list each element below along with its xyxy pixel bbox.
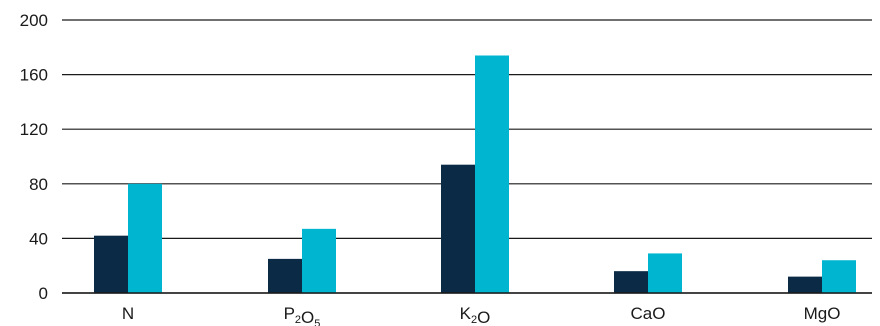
bar-series2-n [128, 183, 162, 293]
y-tick-label-120: 120 [20, 120, 48, 139]
bar-series1-n [94, 235, 128, 293]
y-tick-label-40: 40 [29, 229, 48, 248]
bar-series2-p2o5 [302, 228, 336, 293]
y-tick-label-160: 160 [20, 66, 48, 85]
y-tick-label-200: 200 [20, 11, 48, 30]
bar-series2-cao [648, 253, 682, 293]
x-tick-label-k2o: K2O [460, 304, 491, 326]
x-tick-label-cao: CaO [631, 304, 666, 323]
x-tick-label-n: N [122, 304, 134, 323]
bar-series1-mgo [788, 276, 822, 293]
bar-series1-k2o [441, 164, 475, 293]
y-tick-label-0: 0 [39, 284, 48, 303]
bar-series2-k2o [475, 55, 509, 293]
bar-series2-mgo [822, 260, 856, 293]
y-tick-label-80: 80 [29, 175, 48, 194]
x-tick-label-p2o5: P2O5 [284, 304, 321, 326]
bar-series1-p2o5 [268, 258, 302, 293]
x-tick-label-mgo: MgO [804, 304, 841, 323]
bar-series1-cao [614, 271, 648, 293]
